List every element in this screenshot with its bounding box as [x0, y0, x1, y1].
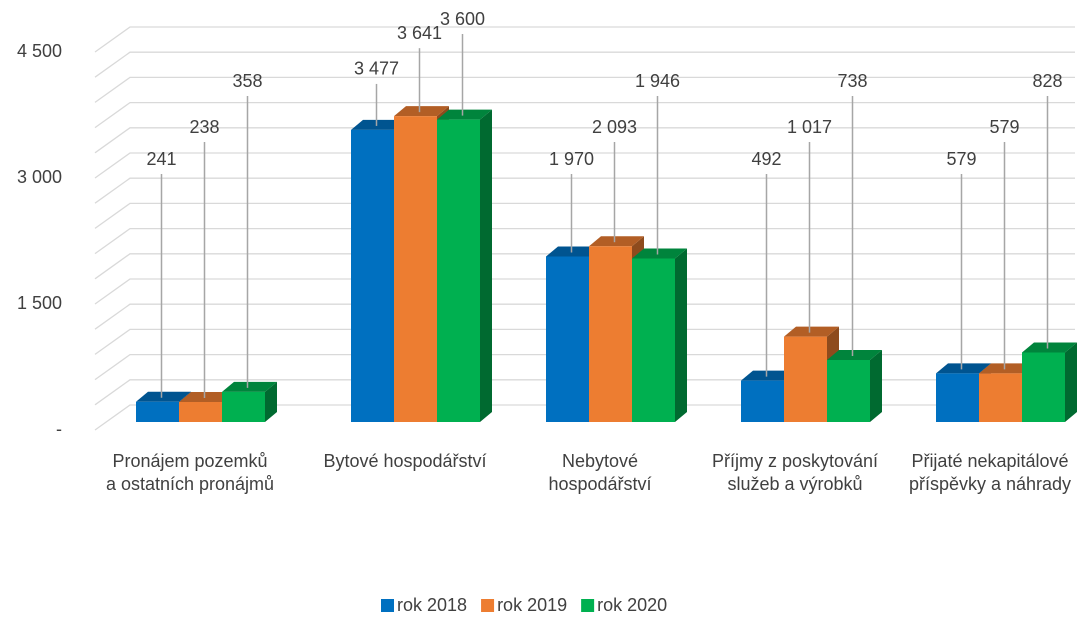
bar-front	[136, 401, 179, 422]
grid-line	[94, 227, 1075, 255]
bar-top	[136, 391, 191, 402]
grid-line	[94, 202, 1075, 229]
bar-front	[179, 402, 222, 422]
data-label: 3 477	[354, 59, 399, 79]
bar-side	[1065, 342, 1077, 422]
bar-front	[437, 119, 480, 422]
data-label: 3 641	[397, 23, 442, 43]
x-tick-label: Příjmy z poskytování služeb a výrobků	[711, 451, 879, 494]
data-label: 1 970	[549, 149, 594, 169]
y-tick-label: -	[56, 419, 62, 439]
bar-front	[784, 336, 827, 422]
bar-front	[741, 380, 784, 422]
x-tick-label: Přijaté nekapitálové příspěvky a náhrady	[908, 451, 1072, 494]
bar-top	[589, 236, 644, 247]
y-tick-label: 4 500	[17, 41, 62, 61]
bar-side	[265, 381, 277, 422]
grid-line	[94, 303, 1075, 330]
data-label: 738	[837, 71, 867, 91]
grid-line	[94, 278, 1075, 305]
bar-front	[632, 258, 675, 422]
data-label: 492	[751, 149, 781, 169]
data-label: 1 946	[635, 71, 680, 91]
bar	[222, 381, 277, 422]
data-label: 238	[189, 117, 219, 137]
legend-swatch	[381, 599, 394, 612]
bar-side	[675, 248, 687, 422]
bar-top	[437, 109, 492, 120]
data-label: 579	[989, 117, 1019, 137]
grid-line	[94, 253, 1075, 280]
x-tick-label: Pronájem pozemků a ostatních pronájmů	[105, 451, 275, 494]
bar-front	[936, 373, 979, 422]
legend-swatch	[581, 599, 595, 612]
legend-label: rok 2018	[397, 595, 467, 615]
grid-line	[94, 152, 1075, 179]
legend-swatch	[481, 599, 495, 612]
bar-top	[179, 392, 234, 403]
bar-front	[1022, 352, 1065, 422]
bar	[1022, 342, 1077, 422]
bar-top	[632, 248, 687, 259]
bar-top	[827, 350, 882, 361]
data-label: 358	[232, 71, 262, 91]
bar-top	[741, 370, 796, 381]
bar-front	[351, 129, 394, 422]
bar-top	[394, 106, 449, 117]
bar	[437, 109, 492, 422]
bar-top	[546, 246, 601, 257]
data-label: 241	[146, 149, 176, 169]
data-label: 2 093	[592, 117, 637, 137]
grid-line	[94, 328, 1075, 355]
y-tick-label: 3 000	[17, 167, 62, 187]
bar-front	[546, 256, 589, 422]
bar	[827, 350, 882, 422]
x-tick-label: Bytové hospodářství	[323, 451, 487, 471]
grid-line	[94, 177, 1075, 204]
data-label: 1 017	[787, 117, 832, 137]
bar-side	[480, 109, 492, 422]
grid-line	[94, 76, 1075, 103]
legend-label: rok 2019	[497, 595, 567, 615]
bar-front	[394, 116, 437, 422]
bar-top	[784, 326, 839, 337]
grid-line	[94, 101, 1075, 129]
data-label: 579	[946, 149, 976, 169]
y-tick-label: 1 500	[17, 293, 62, 313]
legend-label: rok 2020	[597, 595, 667, 615]
bar-front	[222, 391, 265, 422]
bar-top	[351, 119, 406, 130]
data-label: 3 600	[440, 9, 485, 29]
bar	[632, 248, 687, 422]
grid-line	[94, 127, 1075, 154]
bar-top	[222, 381, 277, 392]
bar-front	[827, 360, 870, 422]
bar-side	[870, 350, 882, 422]
bar-top	[979, 363, 1034, 374]
bar-top	[936, 363, 991, 374]
x-tick-label: Nebytové hospodářství	[548, 451, 652, 494]
bar-front	[589, 246, 632, 422]
grid-line	[94, 51, 1075, 78]
bar-top	[1022, 342, 1077, 353]
data-label: 828	[1032, 71, 1062, 91]
grid-line	[94, 26, 1075, 53]
bar-front	[979, 373, 1022, 422]
grid-line	[94, 353, 1075, 381]
